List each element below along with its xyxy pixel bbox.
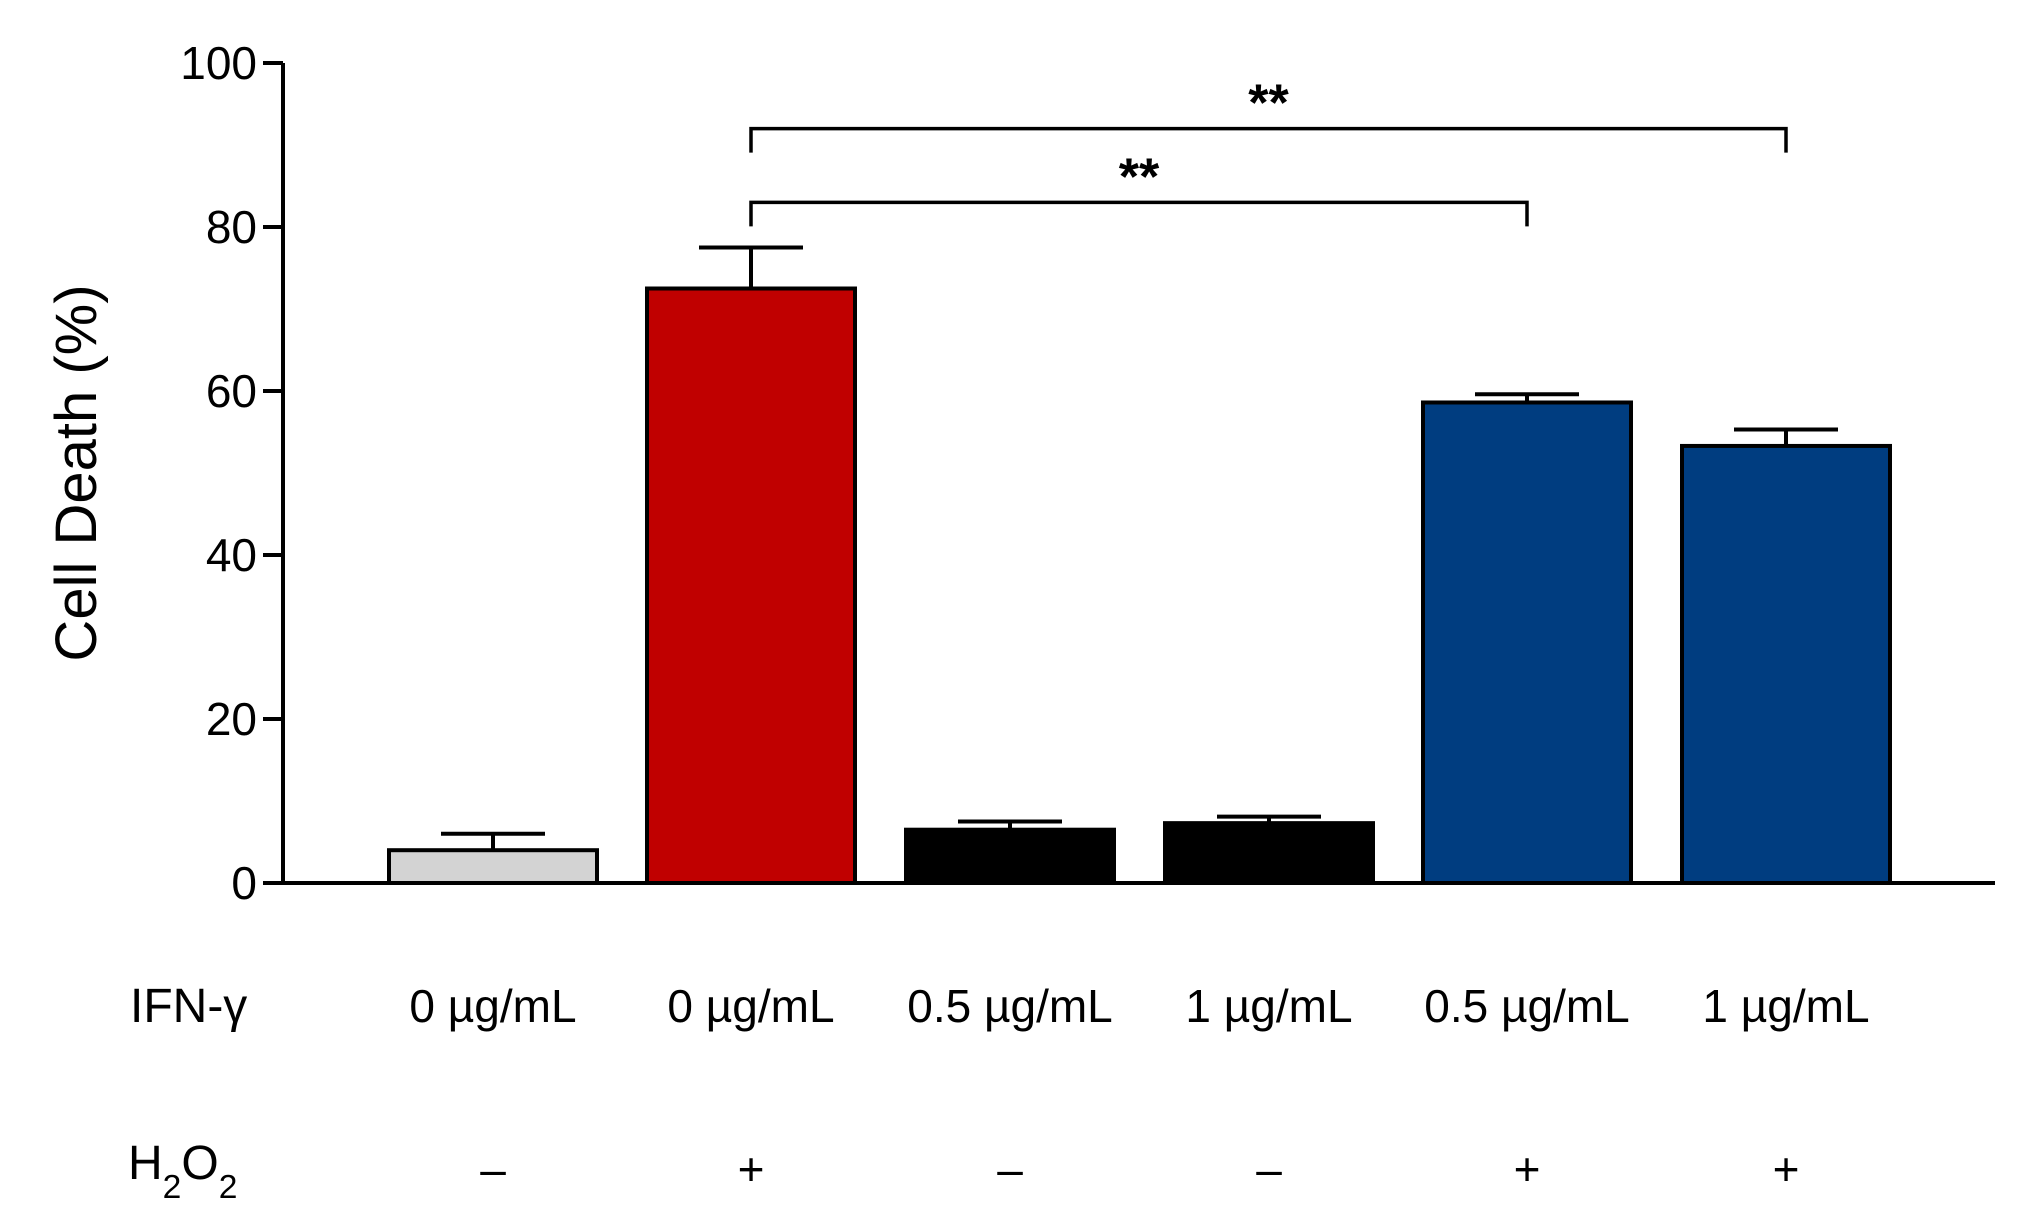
h2o2-value: – xyxy=(1256,1143,1282,1195)
ifn-gamma-value: 0.5 µg/mL xyxy=(1424,980,1630,1032)
ifn-gamma-value: 0 µg/mL xyxy=(667,980,834,1032)
bar xyxy=(387,848,599,886)
condition-labels: 0 µg/mL – 0 µg/mL +0.5 µg/mL – 1 µg/mL – 0.5 µg… xyxy=(409,980,1869,1195)
y-tick-label: 100 xyxy=(180,37,257,89)
y-tick-label: 0 xyxy=(231,857,257,909)
y-tick-label: 20 xyxy=(206,693,257,745)
ifn-gamma-row-label: IFN-γ xyxy=(130,980,247,1033)
y-tick-label: 80 xyxy=(206,201,257,253)
h2o2-value: + xyxy=(1773,1143,1800,1195)
bar xyxy=(1680,443,1892,885)
significance-bracket xyxy=(749,200,1529,227)
bars xyxy=(387,286,1892,886)
significance-stars: ** xyxy=(1119,148,1160,206)
bar xyxy=(1421,400,1633,885)
y-tick-label: 60 xyxy=(206,365,257,417)
ifn-gamma-value: 0.5 µg/mL xyxy=(907,980,1113,1032)
axes xyxy=(281,63,1995,885)
bar xyxy=(904,827,1116,886)
y-axis-ticks: 0 20 40 60 80 100 xyxy=(180,37,283,909)
h2o2-value: + xyxy=(1514,1143,1541,1195)
significance-stars: ** xyxy=(1248,75,1289,133)
bar xyxy=(645,286,857,885)
ifn-gamma-value: 1 µg/mL xyxy=(1185,980,1352,1032)
significance-bracket xyxy=(749,126,1788,153)
ifn-gamma-value: 1 µg/mL xyxy=(1702,980,1869,1032)
h2o2-row-label: H2O2 xyxy=(128,1137,237,1206)
h2o2-value: – xyxy=(997,1143,1023,1195)
bar xyxy=(1163,821,1375,886)
significance-brackets: ** ** xyxy=(749,75,1788,227)
ifn-gamma-value: 0 µg/mL xyxy=(409,980,576,1032)
y-tick-label: 40 xyxy=(206,529,257,581)
y-axis-label: Cell Death (%) xyxy=(44,284,109,661)
h2o2-value: + xyxy=(738,1143,765,1195)
h2o2-value: – xyxy=(480,1143,506,1195)
